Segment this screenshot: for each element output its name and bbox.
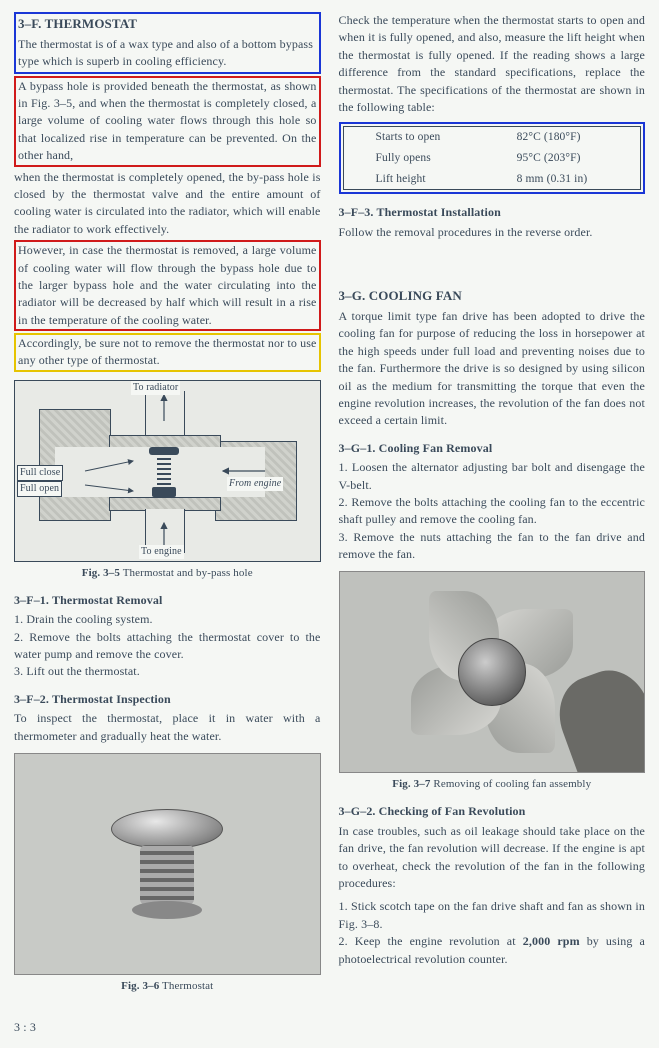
step-part: 2. Keep the engine revolution at [339, 934, 523, 948]
section-3f-mid: when the thermostat is completely opened… [14, 169, 321, 239]
thermostat-photo-shape [111, 809, 223, 919]
step-bold: 2,000 rpm [523, 934, 580, 948]
two-column-layout: 3–F. THERMOSTAT The thermostat is of a w… [14, 12, 645, 1005]
fig35-caption-text: Thermostat and by-pass hole [120, 567, 253, 579]
section-3f3-title: 3–F–3. Thermostat Installation [339, 204, 646, 221]
table-row: Lift height 8 mm (0.31 in) [344, 169, 641, 190]
step: 1. Drain the cooling system. [14, 611, 321, 628]
spec-table-bluebox: Starts to open 82°C (180°F) Fully opens … [339, 122, 646, 194]
fig-3-7-caption: Fig. 3–7 Removing of cooling fan assembl… [339, 777, 646, 793]
fig35-label-full-close: Full close [17, 465, 63, 482]
section-3g1-title: 3–G–1. Cooling Fan Removal [339, 440, 646, 457]
fig35-label-from-engine: From engine [227, 477, 283, 492]
fig-3-6-photo [14, 753, 321, 975]
fig-3-5-caption: Fig. 3–5 Thermostat and by-pass hole [14, 566, 321, 582]
spec-value: 95°C (203°F) [511, 148, 640, 169]
step: 2. Remove the bolts attaching the thermo… [14, 629, 321, 664]
section-3f-yellow: Accordingly, be sure not to remove the t… [14, 333, 321, 372]
section-3g-title: 3–G. COOLING FAN [339, 287, 646, 306]
fig35-label-to-engine: To engine [139, 545, 184, 560]
section-3g2-steps: 1. Stick scotch tape on the fan drive sh… [339, 898, 646, 968]
section-3g1-steps: 1. Loosen the alternator adjusting bar b… [339, 459, 646, 563]
fig37-caption-num: Fig. 3–7 [392, 778, 430, 790]
right-column: Check the temperature when the thermosta… [339, 12, 646, 1005]
step: 1. Stick scotch tape on the fan drive sh… [339, 898, 646, 933]
section-3f-intro: The thermostat is of a wax type and also… [18, 37, 313, 68]
section-3g2-text: In case troubles, such as oil leakage sh… [339, 823, 646, 893]
spec-value: 8 mm (0.31 in) [511, 169, 640, 190]
step: 1. Loosen the alternator adjusting bar b… [339, 459, 646, 494]
fig35-label-to-radiator: To radiator [131, 381, 180, 396]
step: 2. Keep the engine revolution at 2,000 r… [339, 933, 646, 968]
section-3f2-text: To inspect the thermostat, place it in w… [14, 710, 321, 745]
spec-table: Starts to open 82°C (180°F) Fully opens … [343, 126, 642, 190]
step: 3. Lift out the thermostat. [14, 663, 321, 680]
step: 3. Remove the nuts attaching the fan to … [339, 529, 646, 564]
left-column: 3–F. THERMOSTAT The thermostat is of a w… [14, 12, 321, 1005]
fig36-caption-text: Thermostat [159, 980, 213, 992]
fig37-caption-text: Removing of cooling fan assembly [431, 778, 592, 790]
section-3f-red2: However, in case the thermostat is remov… [14, 240, 321, 331]
section-3f-bluebox: 3–F. THERMOSTAT The thermostat is of a w… [14, 12, 321, 74]
fig36-caption-num: Fig. 3–6 [121, 980, 159, 992]
fan-photo-shape [340, 572, 645, 772]
fig35-label-full-open: Full open [17, 481, 62, 498]
table-row: Starts to open 82°C (180°F) [344, 127, 641, 148]
section-3f2-title: 3–F–2. Thermostat Inspection [14, 691, 321, 708]
spacer [339, 247, 646, 287]
section-3f1-title: 3–F–1. Thermostat Removal [14, 592, 321, 609]
section-3g2-title: 3–G–2. Checking of Fan Revolution [339, 803, 646, 820]
spec-label: Lift height [344, 169, 511, 190]
section-3f1-steps: 1. Drain the cooling system. 2. Remove t… [14, 611, 321, 681]
section-3f-red1: A bypass hole is provided beneath the th… [14, 76, 321, 167]
spec-label: Starts to open [344, 127, 511, 148]
section-3g-text: A torque limit type fan drive has been a… [339, 308, 646, 430]
spec-label: Fully opens [344, 148, 511, 169]
fig-3-7-photo [339, 571, 646, 773]
table-row: Fully opens 95°C (203°F) [344, 148, 641, 169]
check-text: Check the temperature when the thermosta… [339, 12, 646, 116]
fig-3-5-diagram: To radiator Full close Full open From en… [14, 380, 321, 562]
fig-3-6-caption: Fig. 3–6 Thermostat [14, 979, 321, 995]
spec-value: 82°C (180°F) [511, 127, 640, 148]
fig35-caption-num: Fig. 3–5 [82, 567, 120, 579]
section-3f-title: 3–F. THERMOSTAT [18, 15, 317, 34]
page-number: 3 : 3 [14, 1019, 645, 1036]
step: 2. Remove the bolts attaching the coolin… [339, 494, 646, 529]
section-3f3-text: Follow the removal procedures in the rev… [339, 224, 646, 241]
